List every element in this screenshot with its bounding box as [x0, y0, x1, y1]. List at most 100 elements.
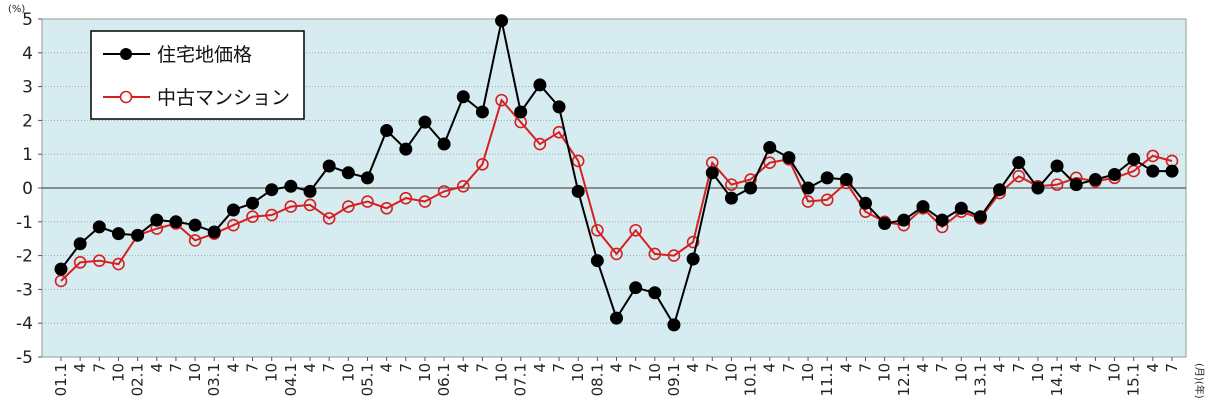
x-tick-label: 4: [684, 363, 702, 373]
data-point: [246, 196, 260, 210]
data-point: [590, 254, 604, 268]
data-point: [418, 115, 432, 129]
data-point: [1088, 173, 1102, 187]
x-tick-label: 4: [1067, 363, 1085, 373]
x-unit-label: (月)(年): [1193, 363, 1206, 399]
data-point: [1146, 164, 1160, 178]
data-point: [73, 237, 87, 251]
x-tick-label: 08.1: [588, 363, 606, 396]
x-tick-label: 4: [914, 363, 932, 373]
y-tick-label: 5: [22, 10, 33, 30]
data-point: [188, 218, 202, 232]
data-point: [284, 200, 298, 213]
x-tick-label: 10: [1106, 363, 1124, 382]
data-point: [342, 200, 355, 213]
x-tick-label: 7: [1163, 363, 1181, 373]
data-point: [801, 195, 815, 208]
data-point: [916, 200, 930, 214]
x-tick-label: 7: [244, 363, 262, 373]
legend-label: 住宅地価格: [157, 44, 252, 66]
x-tick-label: 4: [531, 363, 549, 373]
x-tick-label: 10: [646, 363, 664, 382]
data-point: [591, 223, 604, 237]
data-point: [1012, 156, 1026, 170]
data-point: [629, 281, 643, 295]
data-point: [533, 78, 547, 92]
x-tick-label: 05.1: [358, 363, 376, 396]
data-point: [265, 208, 279, 222]
series-lines: [54, 14, 1179, 332]
data-point: [725, 178, 738, 191]
y-tick-label: 1: [22, 145, 33, 165]
x-tick-label: 11.1: [818, 363, 836, 396]
y-tick-label: 0: [22, 179, 33, 199]
legend-label: 中古マンション: [157, 87, 290, 109]
data-point: [667, 249, 681, 262]
y-unit-label: (%): [8, 4, 25, 15]
x-tick-label: 10: [493, 363, 511, 382]
x-tick-label: 4: [148, 363, 166, 373]
data-point: [399, 142, 413, 156]
x-tick-label: 4: [761, 363, 779, 373]
x-tick-label: 7: [703, 363, 721, 373]
data-point: [1050, 159, 1064, 173]
series-line: [60, 98, 1173, 282]
x-tick-label: 7: [397, 363, 415, 373]
data-point: [878, 216, 892, 230]
data-point: [246, 210, 259, 224]
data-point: [380, 124, 394, 138]
y-tick-label: 3: [22, 78, 33, 98]
x-tick-label: 12.1: [895, 363, 913, 396]
y-tick-label: 4: [22, 44, 33, 64]
x-tick-label: 4: [454, 363, 472, 373]
data-point: [820, 171, 834, 185]
data-point: [399, 191, 413, 205]
data-point: [207, 225, 221, 239]
data-point: [456, 180, 470, 193]
data-point: [73, 256, 87, 269]
data-point: [1108, 167, 1122, 181]
data-point: [226, 203, 240, 217]
data-point: [1050, 178, 1064, 191]
data-point: [705, 166, 719, 180]
data-point: [111, 227, 125, 241]
x-tick-label: 10: [876, 363, 894, 382]
x-tick-label: 7: [780, 363, 798, 373]
legend-marker: [119, 90, 133, 104]
data-point: [303, 184, 317, 198]
x-tick-label: 10: [722, 363, 740, 382]
data-point: [897, 213, 911, 227]
data-point: [686, 235, 700, 249]
data-point: [418, 195, 432, 208]
data-point: [476, 158, 489, 171]
x-tick-label: 10: [263, 363, 281, 382]
data-point: [571, 184, 585, 198]
x-tick-label: 13.1: [971, 363, 989, 396]
x-tick-label: 10: [186, 363, 204, 382]
y-tick-label: -5: [16, 348, 33, 368]
data-point: [112, 257, 125, 271]
x-tick-label: 09.1: [665, 363, 683, 396]
data-point: [131, 228, 145, 242]
x-tick-label: 06.1: [435, 363, 453, 396]
data-point: [610, 311, 623, 325]
x-tick-label: 10: [799, 363, 817, 382]
data-point: [92, 220, 106, 234]
x-tick-label: 4: [608, 363, 626, 373]
data-point: [1069, 178, 1083, 192]
y-tick-label: 2: [22, 111, 33, 131]
x-tick-label: 4: [837, 363, 855, 373]
x-tick-label: 10.1: [742, 363, 760, 396]
x-tick-label: 7: [90, 363, 108, 373]
data-point: [437, 137, 451, 151]
legend-marker: [120, 48, 132, 60]
y-tick-label: -1: [16, 213, 33, 233]
x-tick-label: 7: [857, 363, 875, 373]
x-tick-label: 4: [991, 363, 1009, 373]
x-tick-label: 7: [1086, 363, 1104, 373]
data-point: [724, 191, 738, 205]
x-tick-label: 04.1: [282, 363, 300, 396]
x-tick-label: 4: [378, 363, 396, 373]
